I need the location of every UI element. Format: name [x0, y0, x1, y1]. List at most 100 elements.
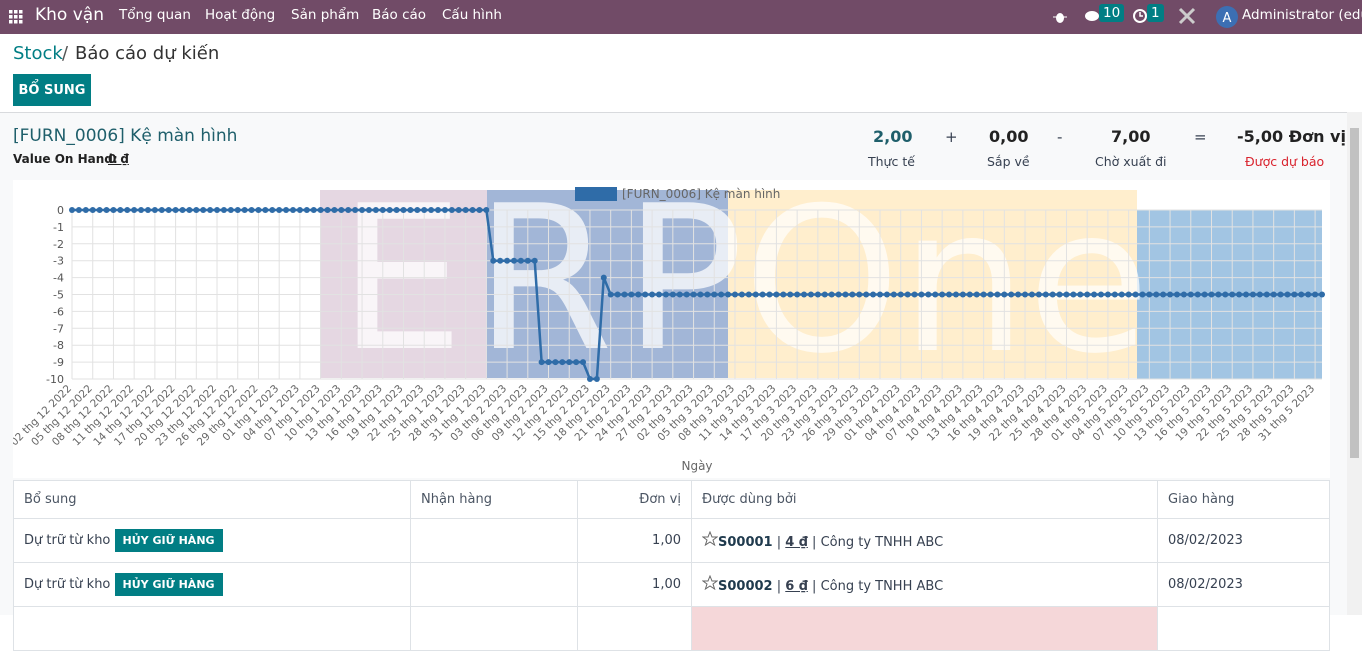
quantity: 1,00 — [577, 562, 692, 607]
point — [414, 207, 421, 213]
debug-icon[interactable] — [1053, 10, 1067, 24]
order-ref[interactable]: S00002 — [718, 579, 773, 594]
point — [476, 207, 483, 213]
unreserve-button[interactable]: HỦY GIỮ HÀNG — [114, 573, 223, 596]
point — [1291, 291, 1298, 298]
point — [1284, 291, 1291, 298]
point — [158, 207, 165, 213]
apps-icon[interactable] — [9, 10, 23, 24]
watermark: One — [743, 180, 1150, 398]
point — [435, 207, 442, 213]
point — [966, 291, 973, 298]
order-ref[interactable]: S00001 — [718, 535, 773, 550]
point — [379, 207, 386, 213]
tools-icon[interactable] — [1178, 7, 1196, 25]
cell — [410, 562, 578, 607]
point — [676, 291, 683, 298]
user-name[interactable]: Administrator (edu) — [1242, 7, 1362, 23]
point — [193, 207, 200, 213]
breadcrumb-current: Báo cáo dự kiến — [75, 43, 220, 64]
point — [1132, 291, 1139, 298]
menu-item[interactable]: Sản phẩm — [291, 7, 360, 23]
point — [863, 291, 870, 298]
star-icon[interactable] — [701, 574, 719, 591]
point — [1077, 291, 1084, 298]
point — [165, 207, 172, 213]
cell — [1157, 606, 1330, 651]
point — [462, 207, 469, 213]
point — [117, 207, 124, 213]
y-tick-label: -1 — [53, 221, 64, 234]
summary-label: Chờ xuất đi — [1095, 154, 1167, 169]
separator: | — [776, 579, 782, 594]
point — [227, 207, 234, 213]
menu-item[interactable]: Hoạt động — [205, 7, 276, 23]
point — [179, 207, 186, 213]
point — [897, 291, 904, 298]
point — [262, 207, 269, 213]
point — [600, 274, 607, 281]
value: 0 ₫ — [108, 152, 129, 166]
cell — [410, 518, 578, 563]
unreserve-button[interactable]: HỦY GIỮ HÀNG — [114, 529, 223, 552]
y-tick-label: -3 — [53, 255, 64, 268]
point — [517, 257, 524, 264]
point — [1146, 291, 1153, 298]
point — [1167, 291, 1174, 298]
cell — [13, 606, 411, 651]
app-name[interactable]: Kho vận — [35, 5, 104, 25]
point — [69, 207, 75, 213]
point — [1104, 291, 1111, 298]
point — [1263, 291, 1270, 298]
menu-item[interactable]: Tổng quan — [119, 7, 191, 23]
point — [766, 291, 773, 298]
star-icon[interactable] — [701, 530, 719, 547]
breadcrumb-separator: / — [62, 43, 69, 64]
x-axis-label: Ngày — [681, 459, 712, 473]
scroll-thumb[interactable] — [1350, 128, 1359, 458]
point — [987, 291, 994, 298]
separator: | — [776, 535, 782, 550]
y-tick-label: -4 — [53, 272, 64, 285]
menu-item[interactable]: Cấu hình — [442, 7, 502, 23]
activity-icon[interactable] — [1132, 8, 1148, 24]
point — [752, 291, 759, 298]
cell: S00001 | 4 ₫ | Công ty TNHH ABC — [691, 518, 1158, 563]
point — [303, 207, 310, 213]
point — [283, 207, 290, 213]
point — [448, 207, 455, 213]
point — [324, 207, 331, 213]
point — [296, 207, 303, 213]
legend-label: [FURN_0006] Kệ màn hình — [622, 187, 780, 201]
point — [138, 207, 145, 213]
breadcrumb-parent[interactable]: Stock — [13, 43, 63, 64]
point — [455, 207, 462, 213]
point — [835, 291, 842, 298]
point — [642, 291, 649, 298]
replenish-button[interactable]: BỔ SUNG — [13, 74, 91, 106]
product-title[interactable]: [FURN_0006] Kệ màn hình — [13, 126, 238, 146]
point — [441, 207, 448, 213]
point — [186, 207, 193, 213]
avatar[interactable]: A — [1215, 5, 1239, 29]
quantity: 1,00 — [577, 518, 692, 563]
y-tick-label: -8 — [53, 339, 64, 352]
point — [1208, 291, 1215, 298]
point — [428, 207, 435, 213]
point — [939, 291, 946, 298]
scrollbar[interactable] — [1347, 112, 1362, 615]
summary-value: 0,00 — [989, 127, 1029, 146]
point — [731, 291, 738, 298]
point — [531, 257, 538, 264]
chat-icon[interactable] — [1084, 9, 1102, 25]
menu-item[interactable]: Báo cáo — [372, 7, 427, 23]
point — [607, 291, 614, 298]
point — [144, 207, 151, 213]
point — [559, 359, 566, 366]
point — [704, 291, 711, 298]
point — [538, 359, 545, 366]
point — [593, 376, 600, 382]
point — [490, 257, 497, 264]
point — [738, 291, 745, 298]
